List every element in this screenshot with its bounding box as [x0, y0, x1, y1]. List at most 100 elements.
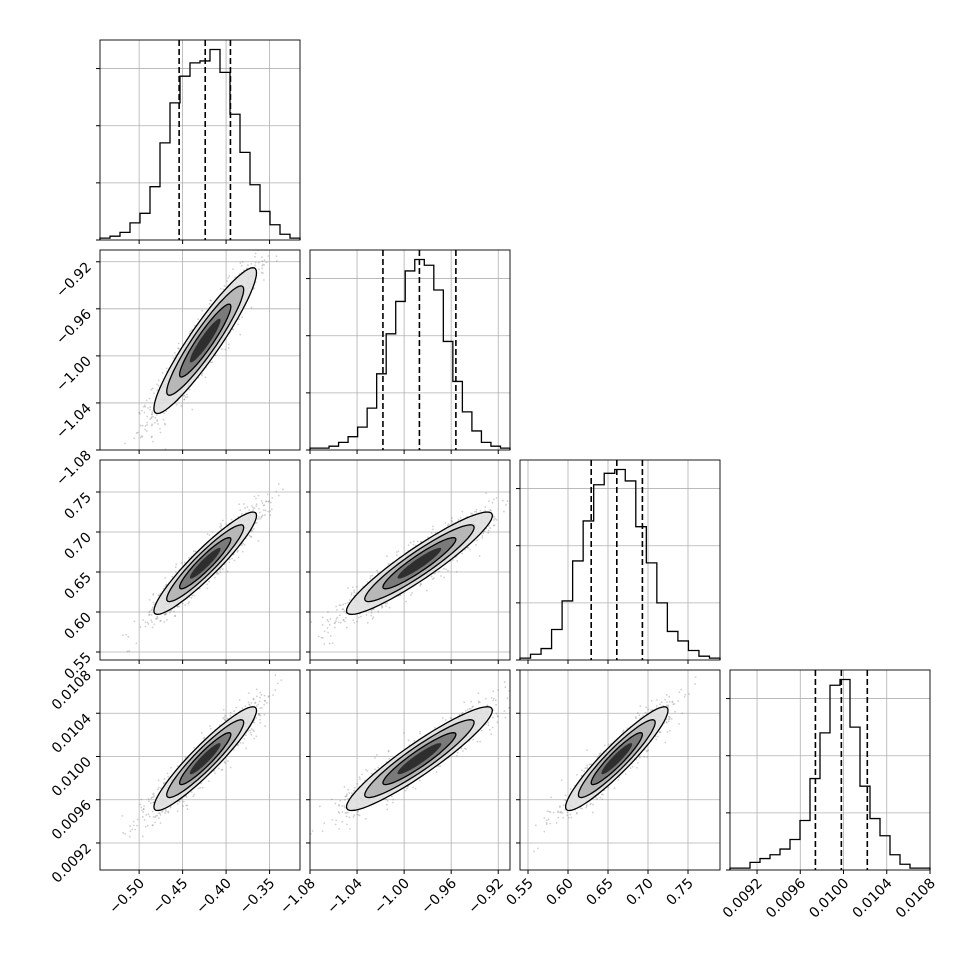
sample-point [434, 572, 436, 575]
sample-point [152, 824, 154, 827]
sample-point [154, 821, 156, 824]
sample-point [214, 576, 216, 579]
sample-point [249, 535, 252, 538]
sample-point [461, 510, 464, 513]
sample-point [342, 608, 345, 611]
sample-point [437, 570, 440, 573]
sample-point [216, 573, 218, 575]
sample-point [495, 519, 498, 521]
sample-point [259, 691, 262, 694]
sample-point [335, 620, 337, 623]
sample-point [228, 275, 231, 277]
sample-point [335, 605, 338, 608]
sample-point [150, 417, 153, 420]
sample-point [193, 793, 196, 796]
sample-point [141, 835, 144, 838]
sample-point [395, 551, 398, 554]
sample-point [258, 516, 261, 518]
sample-point [204, 376, 207, 379]
sample-point [230, 518, 233, 521]
sample-point [222, 288, 225, 291]
sample-point [343, 610, 346, 612]
sample-point [193, 746, 196, 749]
sample-point [243, 544, 246, 546]
sample-point [456, 560, 459, 562]
sample-point [247, 238, 249, 240]
sample-point [219, 571, 222, 574]
sample-point [150, 619, 153, 622]
sample-point [145, 399, 148, 402]
sample-point [152, 601, 155, 604]
sample-point [199, 786, 202, 789]
sample-point [459, 517, 462, 519]
sample-point [194, 550, 197, 553]
sample-point [157, 594, 160, 597]
sample-point [397, 550, 400, 553]
sample-point [488, 500, 490, 502]
sample-point [247, 264, 249, 267]
sample-point [255, 505, 258, 507]
sample-point [193, 594, 196, 597]
sample-point [144, 428, 147, 431]
sample-point [259, 696, 261, 699]
sample-point [481, 535, 484, 537]
sample-point [493, 524, 496, 527]
sample-point [471, 512, 474, 515]
sample-point [165, 612, 168, 615]
sample-point [188, 601, 191, 603]
sample-point [254, 261, 257, 264]
panel-frame [99, 459, 301, 661]
sample-point [411, 592, 413, 594]
sample-point [182, 805, 184, 807]
sample-point [252, 527, 255, 530]
sample-point [380, 604, 383, 607]
sample-point [266, 493, 269, 496]
sample-point [327, 611, 329, 613]
density-layer [122, 483, 284, 653]
sample-point [228, 343, 230, 346]
sample-point [175, 571, 177, 574]
sample-point [481, 536, 484, 539]
sample-point [250, 536, 253, 538]
sample-point [337, 621, 340, 624]
sample-point [323, 630, 326, 633]
sample-point [342, 603, 345, 606]
sample-point [258, 268, 260, 271]
sample-point [163, 620, 166, 623]
sample-point [506, 500, 509, 503]
sample-point [479, 509, 482, 512]
sample-point [260, 272, 263, 274]
panel-frame [309, 249, 511, 451]
sample-point [144, 825, 147, 828]
sample-point [146, 824, 149, 827]
sample-point [176, 765, 179, 768]
sample-point [157, 779, 160, 782]
sample-point [178, 800, 181, 803]
sample-point [173, 615, 176, 617]
sample-point [321, 636, 324, 639]
sample-point [122, 634, 124, 637]
sample-point [253, 287, 255, 289]
sample-point [219, 287, 222, 290]
sample-point [334, 621, 337, 624]
sample-point [253, 721, 256, 724]
sample-point [327, 631, 330, 634]
sample-point [146, 621, 149, 624]
sample-point [153, 421, 156, 424]
sample-point [242, 503, 245, 505]
sample-point [219, 523, 222, 525]
sample-point [201, 309, 204, 312]
sample-point [370, 609, 373, 612]
sample-point [263, 263, 266, 266]
sample-point [227, 276, 230, 279]
sample-point [181, 602, 184, 605]
sample-point [139, 626, 142, 628]
sample-point [129, 830, 132, 833]
histogram-step [309, 258, 511, 450]
sample-point [252, 509, 254, 512]
sample-point [241, 550, 244, 553]
sample-point [138, 412, 141, 415]
sample-point [155, 618, 158, 620]
panel-0-2 [96, 459, 301, 664]
sample-point [447, 569, 449, 572]
